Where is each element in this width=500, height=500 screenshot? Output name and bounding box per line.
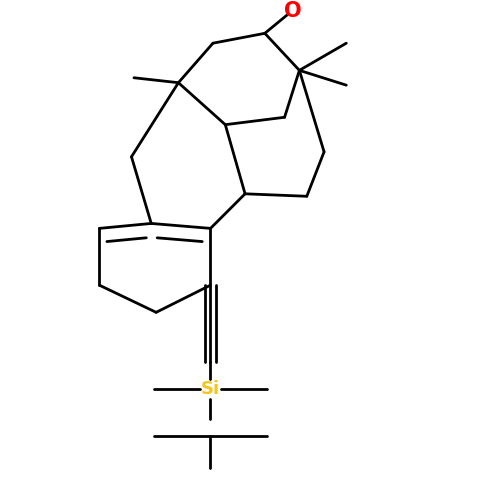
Text: Si: Si [201,380,220,398]
Text: O: O [284,1,302,21]
